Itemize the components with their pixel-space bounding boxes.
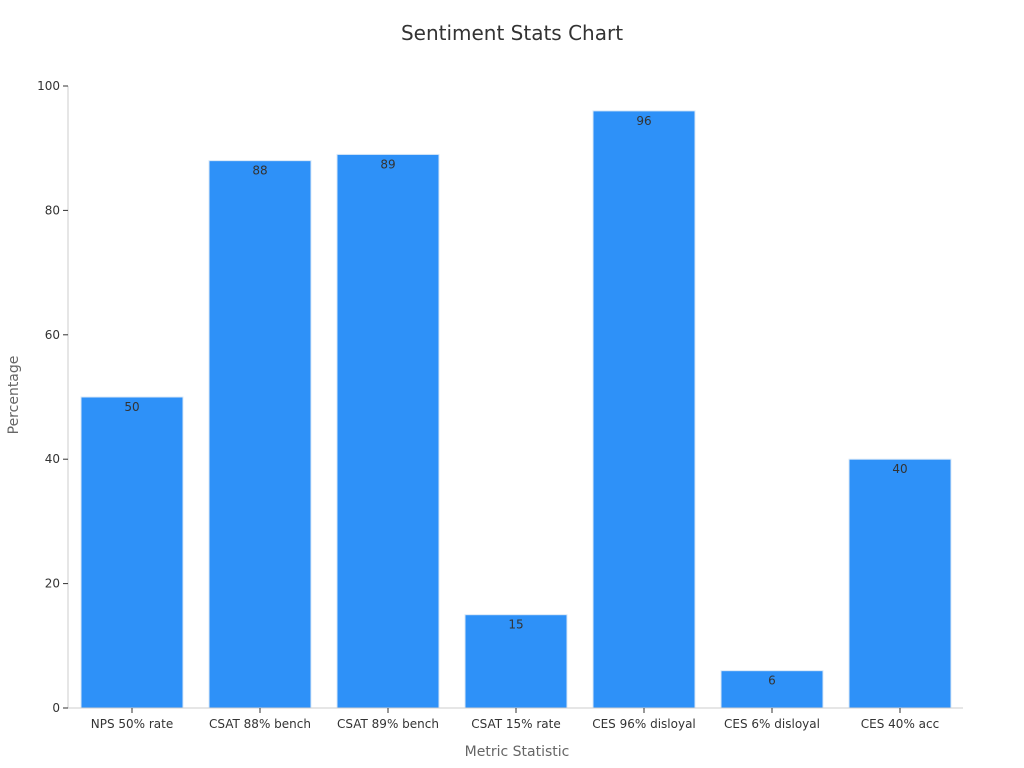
bar-value-label: 15 <box>508 618 523 632</box>
bar <box>848 458 952 709</box>
bar-value-label: 50 <box>124 400 139 414</box>
bar <box>592 110 696 709</box>
y-tick-label: 100 <box>37 79 60 93</box>
x-axis-label: Metric Statistic <box>465 744 570 760</box>
bar <box>720 670 824 709</box>
y-tick-label: 20 <box>45 577 60 591</box>
x-tick-label: NPS 50% rate <box>91 717 174 731</box>
y-tick-label: 60 <box>45 328 60 342</box>
x-tick-label: CES 96% disloyal <box>592 717 696 731</box>
bar <box>336 153 440 709</box>
x-tick-label: CES 6% disloyal <box>724 717 820 731</box>
bar-value-label: 40 <box>892 462 907 476</box>
ticks-layer: 0 20 40 60 80 100 NPS 50% rate CSAT 88% bench CS… <box>37 79 939 731</box>
bars-layer: 50 88 89 15 96 6 40 <box>80 110 952 709</box>
bar <box>464 614 568 709</box>
bar <box>208 160 312 709</box>
bar-value-label: 89 <box>380 157 395 171</box>
x-tick-label: CSAT 89% bench <box>337 717 439 731</box>
chart-title: Sentiment Stats Chart <box>401 21 623 45</box>
x-tick-label: CES 40% acc <box>861 717 939 731</box>
y-tick-label: 40 <box>45 452 60 466</box>
y-tick-label: 0 <box>52 701 60 715</box>
x-tick-label: CSAT 88% bench <box>209 717 311 731</box>
bar-value-label: 6 <box>768 674 776 688</box>
bar-value-label: 88 <box>252 164 267 178</box>
y-axis-label: Percentage <box>6 356 22 435</box>
bar <box>80 396 184 709</box>
y-tick-label: 80 <box>45 203 60 217</box>
x-tick-label: CSAT 15% rate <box>471 717 561 731</box>
bar-value-label: 96 <box>636 114 651 128</box>
